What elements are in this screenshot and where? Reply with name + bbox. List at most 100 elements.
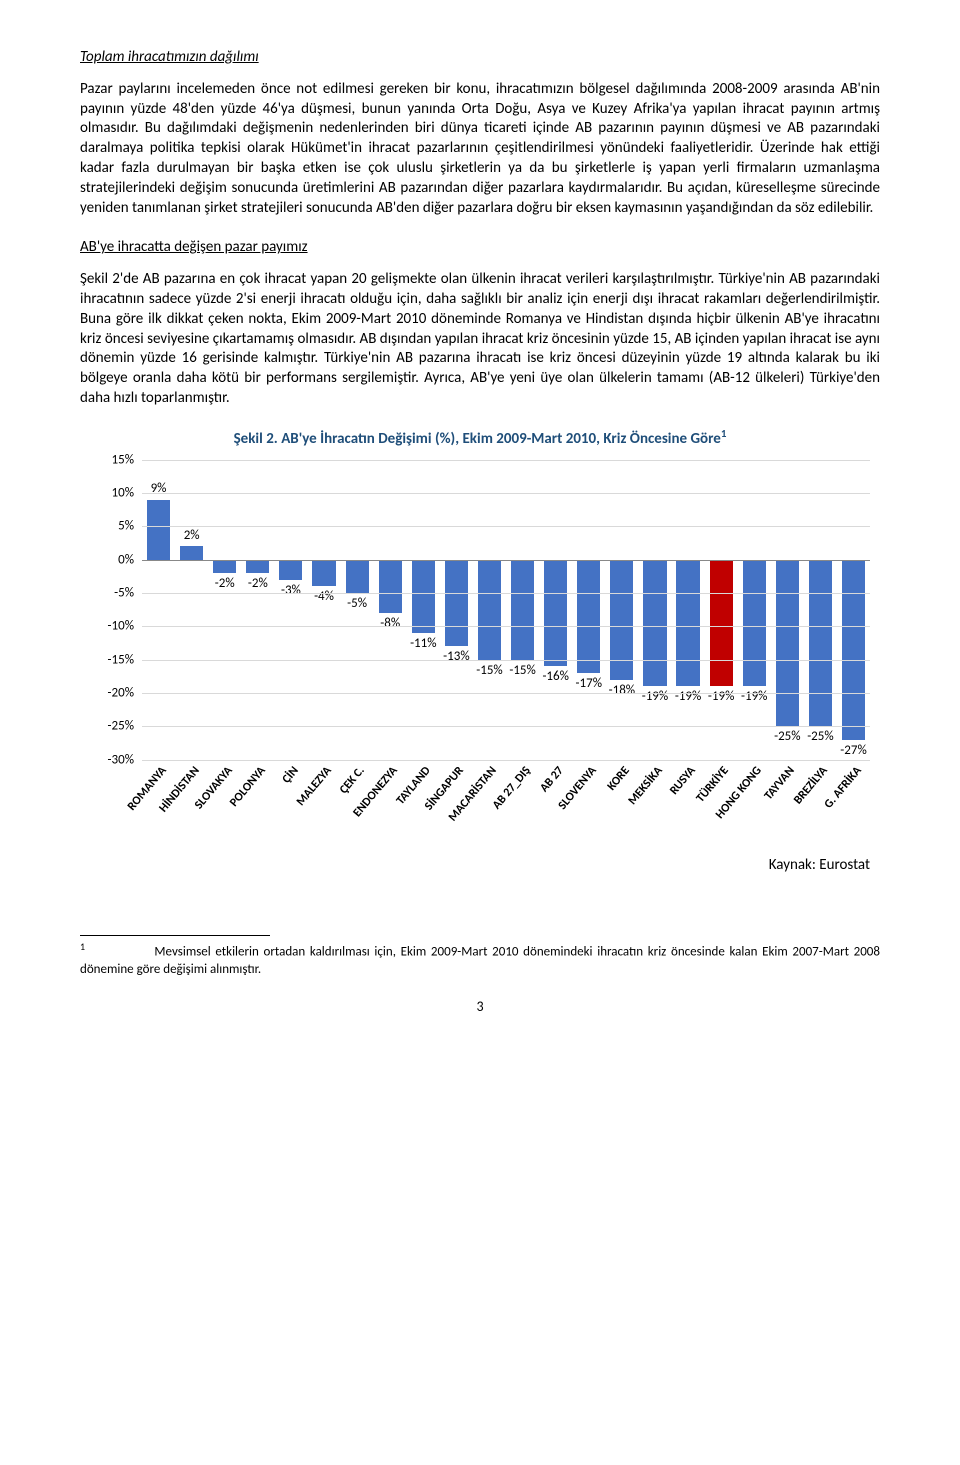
gridline — [142, 493, 870, 494]
x-tick-label: MALEZYA — [307, 760, 340, 850]
bar-slot: -19% — [638, 460, 671, 760]
bar-slot: 2% — [175, 460, 208, 760]
bar-value-label: -13% — [440, 648, 473, 665]
bar-value-label: 2% — [175, 527, 208, 544]
footnote: 1 Mevsimsel etkilerin ortadan kaldırılma… — [80, 940, 880, 978]
bar-slot: -2% — [208, 460, 241, 760]
bar-value-label: -11% — [407, 635, 440, 652]
bar-slot: -19% — [672, 460, 705, 760]
y-tick-label: -20% — [90, 684, 134, 701]
gridline — [142, 693, 870, 694]
gridline — [142, 593, 870, 594]
x-tick-label: POLONYA — [241, 760, 274, 850]
bar-slot: -19% — [705, 460, 738, 760]
bar-value-label: -27% — [837, 742, 870, 759]
bar — [346, 560, 369, 593]
bar-value-label: 9% — [142, 480, 175, 497]
bar — [743, 560, 766, 687]
bar — [710, 560, 733, 687]
bar-value-label: -4% — [307, 588, 340, 605]
footnote-mark: 1 — [80, 940, 85, 953]
page-number: 3 — [80, 998, 880, 1016]
y-tick-label: -25% — [90, 718, 134, 735]
bar-value-label: -19% — [705, 688, 738, 705]
x-axis: ROMANYAHİNDİSTANSLOVAKYAPOLONYAÇİNMALEZY… — [142, 760, 870, 850]
bar-value-label: -2% — [208, 575, 241, 592]
bar-slot: -11% — [407, 460, 440, 760]
bar-value-label: -19% — [738, 688, 771, 705]
chart-source: Kaynak: Eurostat — [90, 856, 870, 876]
bar-value-label: -5% — [341, 595, 374, 612]
bar — [180, 546, 203, 559]
bar-value-label: -15% — [506, 662, 539, 679]
chart-title: Şekil 2. AB'ye İhracatın Değişimi (%), E… — [80, 427, 880, 450]
x-labels-group: ROMANYAHİNDİSTANSLOVAKYAPOLONYAÇİNMALEZY… — [142, 760, 870, 850]
y-tick-label: -15% — [90, 651, 134, 668]
y-tick-label: -5% — [90, 584, 134, 601]
bar-slot: -3% — [274, 460, 307, 760]
bar-slot: -8% — [374, 460, 407, 760]
gridline — [142, 460, 870, 461]
y-tick-label: 5% — [90, 518, 134, 535]
bar-slot: -25% — [771, 460, 804, 760]
section-heading-1: Toplam ihracatımızın dağılımı — [80, 48, 880, 68]
chart-title-text: Şekil 2. AB'ye İhracatın Değişimi (%), E… — [234, 430, 721, 448]
bar — [544, 560, 567, 667]
gridline — [142, 560, 870, 561]
y-tick-label: 0% — [90, 551, 134, 568]
bar-slot: -4% — [307, 460, 340, 760]
bar-value-label: -8% — [374, 615, 407, 632]
paragraph-2: Şekil 2'de AB pazarına en çok ihracat ya… — [80, 270, 880, 409]
y-tick-label: 10% — [90, 484, 134, 501]
bar — [809, 560, 832, 727]
section-heading-2: AB'ye ihracatta değişen pazar payımız — [80, 238, 880, 258]
bar-slot: -15% — [473, 460, 506, 760]
bar-slot: -25% — [804, 460, 837, 760]
footnote-text: Mevsimsel etkilerin ortadan kaldırılması… — [80, 945, 880, 977]
gridline — [142, 526, 870, 527]
bar — [279, 560, 302, 580]
bar — [412, 560, 435, 633]
x-tick-label: SLOVENYA — [572, 760, 605, 850]
bar — [213, 560, 236, 573]
bar — [445, 560, 468, 647]
x-tick-label: G. AFRİKA — [837, 760, 870, 850]
x-tick-label: RUSYA — [672, 760, 705, 850]
bar-slot: -27% — [837, 460, 870, 760]
bar-value-label: -19% — [672, 688, 705, 705]
bar — [842, 560, 865, 740]
gridline — [142, 626, 870, 627]
bar-value-label: -25% — [804, 728, 837, 745]
bar — [147, 500, 170, 560]
bar-chart: -30%-25%-20%-15%-10%-5%0%5%10%15% 9%2%-2… — [90, 460, 870, 760]
bars-group: 9%2%-2%-2%-3%-4%-5%-8%-11%-13%-15%-15%-1… — [142, 460, 870, 760]
bar — [312, 560, 335, 587]
bar-value-label: -25% — [771, 728, 804, 745]
x-tick-label: AB 27_DIŞ — [506, 760, 539, 850]
bar — [379, 560, 402, 613]
y-tick-label: -10% — [90, 618, 134, 635]
bar-slot: -17% — [572, 460, 605, 760]
y-axis: -30%-25%-20%-15%-10%-5%0%5%10%15% — [90, 460, 138, 760]
bar-value-label: -3% — [274, 582, 307, 599]
bar — [577, 560, 600, 673]
chart-title-sup: 1 — [721, 427, 727, 440]
bar-value-label: -16% — [539, 668, 572, 685]
bar — [511, 560, 534, 660]
bar — [610, 560, 633, 680]
bar-slot: -19% — [738, 460, 771, 760]
bar-value-label: -18% — [605, 682, 638, 699]
bar — [643, 560, 666, 687]
chart-container: -30%-25%-20%-15%-10%-5%0%5%10%15% 9%2%-2… — [90, 460, 870, 876]
bar — [246, 560, 269, 573]
bar — [478, 560, 501, 660]
bar — [676, 560, 699, 687]
footnote-separator — [80, 935, 270, 936]
bar-slot: -13% — [440, 460, 473, 760]
bar-slot: -5% — [341, 460, 374, 760]
x-tick-label: MEKSİKA — [638, 760, 671, 850]
gridline — [142, 726, 870, 727]
bar-slot: -15% — [506, 460, 539, 760]
bar-slot: -18% — [605, 460, 638, 760]
bar — [776, 560, 799, 727]
